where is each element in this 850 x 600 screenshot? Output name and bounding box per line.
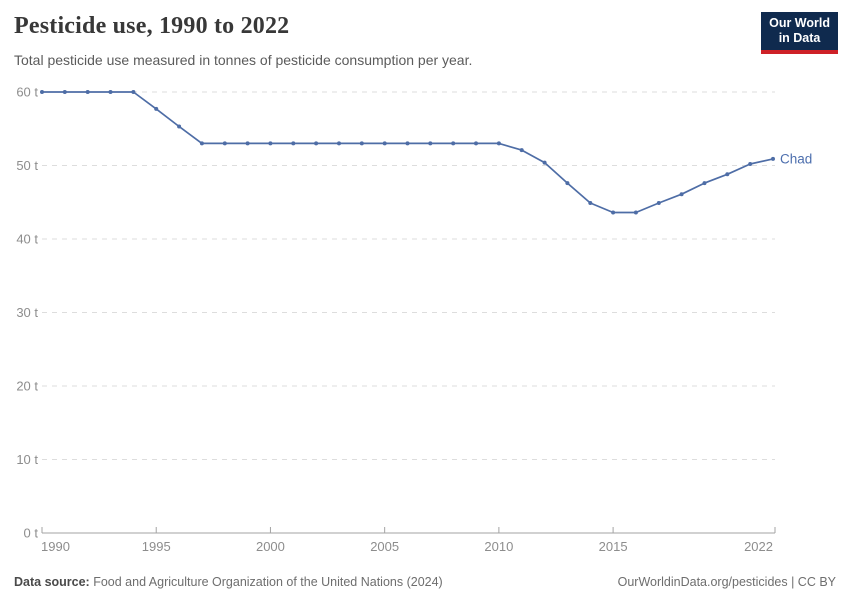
line-chart[interactable]: 0 t 10 t 20 t 30 t 40 t 50 t 60 t 1990 1995 2000 2… — [0, 80, 850, 560]
data-point[interactable] — [496, 141, 501, 146]
data-point[interactable] — [428, 141, 433, 146]
data-source-text: Food and Agriculture Organization of the… — [89, 575, 443, 589]
footer-separator: | — [787, 575, 798, 589]
data-point[interactable] — [337, 141, 341, 146]
data-point[interactable] — [85, 90, 90, 94]
data-point[interactable] — [771, 156, 775, 161]
data-point[interactable] — [154, 106, 159, 111]
data-point[interactable] — [679, 192, 684, 197]
x-axis-label: 2015 — [599, 539, 628, 554]
chart-footer: Data source: Food and Agriculture Organi… — [14, 575, 836, 589]
y-axis-label: 20 t — [16, 379, 38, 394]
data-point[interactable] — [451, 141, 456, 146]
data-point[interactable] — [359, 141, 364, 146]
y-axis-label: 60 t — [16, 85, 38, 100]
y-axis-label: 50 t — [16, 158, 38, 173]
chart-subtitle: Total pesticide use measured in tonnes o… — [14, 52, 473, 68]
data-point[interactable] — [199, 141, 204, 146]
footer-credits: OurWorldinData.org/pesticides | CC BY — [618, 575, 836, 589]
owid-logo[interactable]: Our World in Data — [761, 12, 838, 54]
y-axis-label: 40 t — [16, 232, 38, 247]
data-point[interactable] — [474, 141, 478, 146]
data-point[interactable] — [222, 141, 227, 146]
x-axis-label: 2010 — [484, 539, 513, 554]
data-point[interactable] — [314, 141, 319, 146]
data-point[interactable] — [519, 148, 524, 153]
data-point[interactable] — [108, 90, 113, 94]
data-point[interactable] — [542, 160, 547, 165]
chart-line[interactable] — [42, 91, 774, 214]
entity-label[interactable]: Chad — [780, 151, 812, 166]
license-label: CC BY — [797, 575, 836, 589]
owid-url-link[interactable]: OurWorldinData.org/pesticides — [617, 575, 788, 589]
x-axis-label: 2005 — [370, 539, 399, 554]
data-point[interactable] — [268, 141, 273, 146]
data-point[interactable] — [656, 201, 661, 205]
data-point[interactable] — [588, 201, 593, 205]
data-point[interactable] — [62, 90, 67, 94]
data-point[interactable] — [405, 141, 410, 146]
x-axis-label: 1995 — [142, 539, 171, 554]
data-point[interactable] — [748, 162, 753, 166]
data-point[interactable] — [131, 90, 136, 94]
x-axis-label: 2000 — [256, 539, 285, 554]
data-point[interactable] — [245, 141, 250, 146]
data-point[interactable] — [611, 210, 616, 215]
chart-title: Pesticide use, 1990 to 2022 — [14, 13, 290, 39]
x-axis-label: 1990 — [41, 539, 70, 554]
data-source-line: Data source: Food and Agriculture Organi… — [14, 575, 443, 589]
data-source-label: Data source: — [14, 575, 90, 589]
data-point[interactable] — [40, 90, 44, 94]
data-point[interactable] — [702, 181, 707, 186]
y-axis-label: 0 t — [24, 526, 39, 541]
data-point[interactable] — [177, 124, 182, 129]
owid-logo-line2: in Data — [778, 31, 821, 46]
owid-logo-line1: Our World — [769, 16, 830, 30]
data-point[interactable] — [725, 172, 730, 177]
data-point[interactable] — [565, 181, 570, 186]
y-axis-label: 10 t — [16, 452, 38, 467]
data-point[interactable] — [291, 141, 296, 146]
y-axis-label: 30 t — [16, 305, 38, 320]
data-point[interactable] — [382, 141, 387, 146]
data-point[interactable] — [633, 210, 638, 215]
x-axis-label: 2022 — [744, 539, 773, 554]
